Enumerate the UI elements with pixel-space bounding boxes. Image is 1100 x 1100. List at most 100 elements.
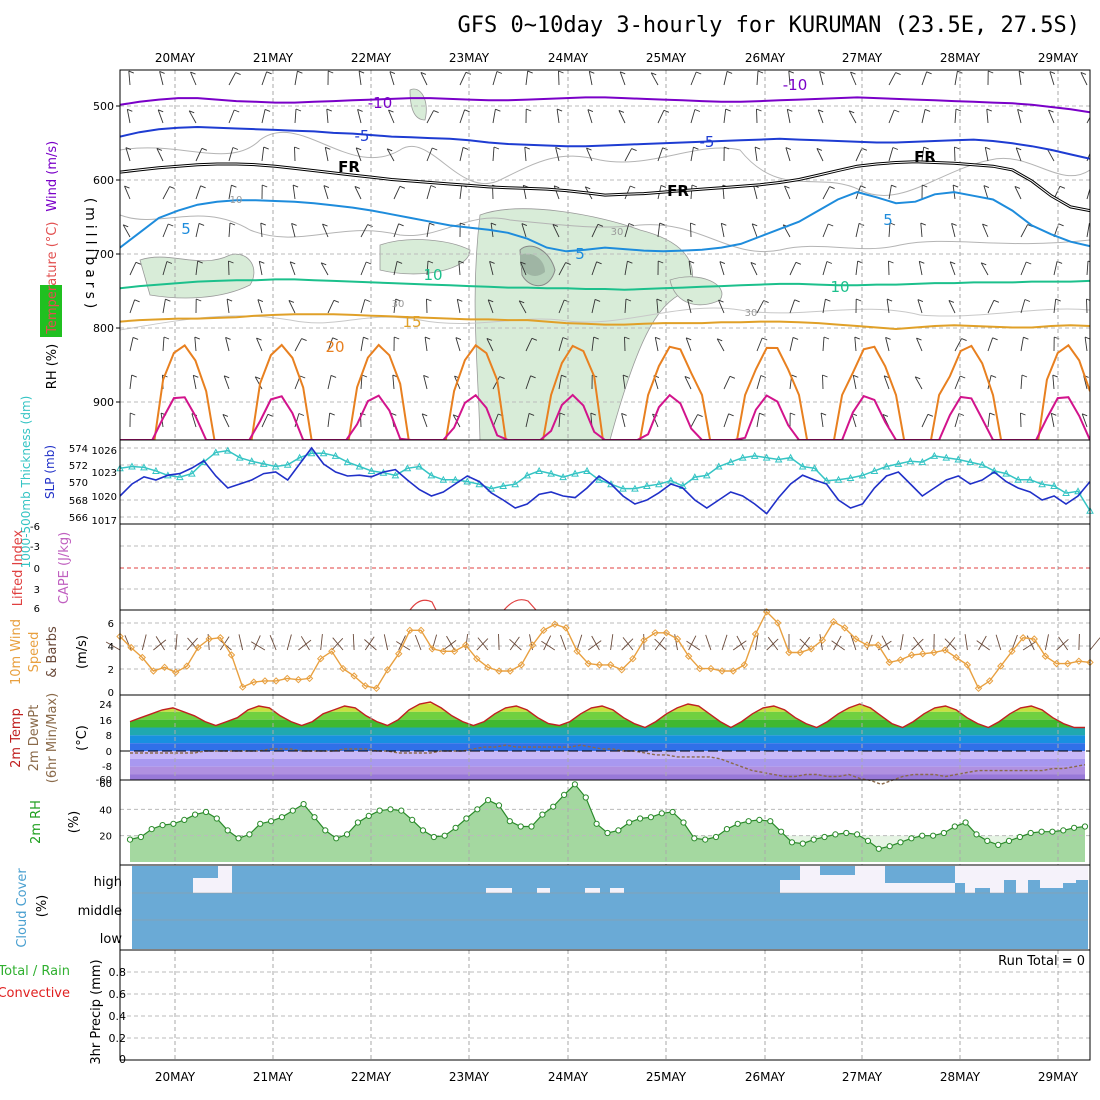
y-label: & Barbs [45,626,60,678]
isotherm-line [120,161,1090,212]
wind-barb-flag [163,336,170,340]
wind-barb-flag [828,223,834,227]
wind-barb-flag [620,71,626,75]
wind-barb-flag [593,336,599,340]
thickness-point [714,462,723,470]
wind-barb-flag [290,261,296,265]
wind-barb-flag [860,185,866,189]
wind-barb-flag [189,110,195,114]
rh-shading [139,253,255,299]
wind-barb [555,147,560,162]
rh-point [387,806,394,813]
wind-barb-flag [892,147,899,150]
wind-barb-flag [462,146,469,150]
wind-barb-flag [423,374,429,378]
wind-barb [657,110,665,124]
wind-barb [228,109,235,124]
cloud-gap [585,888,600,893]
wind-barb-flag [596,261,602,265]
wind-speed-point [261,677,269,685]
wind-barb-flag [455,337,462,341]
y-tick-label: low [100,932,123,947]
rh-point [311,814,318,821]
date-label-bottom: 25MAY [646,1070,687,1084]
rh-point [984,837,991,845]
thickness-point [247,457,256,465]
y-label: 2m RH [29,800,44,844]
rh-point [376,807,383,814]
wind-barb [360,299,366,314]
rh-point [962,819,969,826]
wind-speed-point [662,629,671,637]
wind-barb-flag [123,224,129,228]
thickness-point [1038,480,1046,488]
wind-speed-point [1063,659,1072,668]
wind-barb [431,634,438,651]
date-label-top: 29MAY [1038,51,1079,65]
wind-barb-flag [889,222,896,226]
wind-barb [886,299,890,314]
wind-barb [128,71,131,86]
rh-point [626,819,633,826]
wind-barb [1020,261,1027,276]
wind-speed-line [119,610,1091,690]
thickness-point [655,480,663,488]
wind-speed-point [138,653,147,662]
wind-barb-flag [235,72,241,76]
wind-speed-point [1052,659,1061,668]
wind-barb [913,636,924,651]
rh-shading [669,276,723,306]
wind-barb [1058,636,1069,651]
wind-barb [986,109,989,124]
wind-barb [322,223,329,238]
wind-speed-point [818,636,827,644]
wind-barb [192,375,197,390]
wind-speed-point [718,667,726,675]
wind-speed-point [183,662,191,670]
wind-barb-flag [1092,148,1097,150]
y-label: (6hr Min/Max) [45,693,60,783]
date-label-bottom: 29MAY [1038,1070,1079,1084]
wind-barb [553,185,560,200]
wind-barb [1020,337,1024,352]
wind-barb-flag [960,375,966,379]
rh-shading [520,253,545,276]
wind-barb [560,634,567,651]
wind-barb [685,337,692,352]
wind-barb-flag [982,223,988,227]
wind-speed-point [283,674,291,683]
wind-barb-flag [196,298,202,302]
chart-title: GFS 0~10day 3-hourly for KURUMAN (23.5E,… [457,13,1080,38]
wind-barb [736,635,745,651]
temperature-band [130,774,1085,780]
wind-barb-flag [558,70,564,74]
y-label-left: 1000-500mb Thickness (dm) [19,396,33,569]
wind-barb-flag [853,374,859,378]
cloud-area [132,866,1088,949]
wind-speed-point [205,635,213,643]
wind-barb [195,185,202,200]
rh-contour [120,214,1090,252]
wind-barb [122,224,131,238]
wind-barb [364,639,377,651]
wind-speed-point [562,624,570,632]
y-tick-label: 20 [99,832,112,843]
y-tick-label: 16 [99,716,112,727]
wind-barb-flag [266,71,272,75]
wind-speed-point [874,641,882,649]
wind-barb-flag [291,222,297,226]
thickness-point [188,469,196,477]
wind-barb [624,298,627,314]
wind-barb [254,376,263,390]
temperature-band [130,735,1085,744]
wind-barb-flag [201,147,208,151]
wind-barb-flag [395,298,401,302]
wind-barb [389,71,395,86]
wind-barb-flag [585,186,591,190]
wind-speed-point [439,647,448,656]
wind-barb [1020,374,1023,390]
wind-barb-flag [690,222,696,226]
thickness-point [882,462,891,470]
wind-barb [155,636,165,651]
cloud-gap [1004,866,1016,880]
